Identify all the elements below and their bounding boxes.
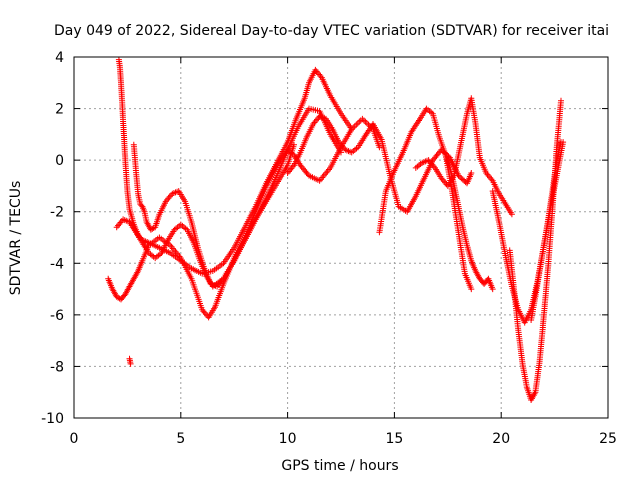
data-point [459, 176, 466, 183]
data-point [356, 118, 363, 125]
x-tick-label: 10 [279, 431, 297, 447]
y-tick-label: -8 [50, 359, 64, 375]
plot-frame [73, 56, 609, 419]
x-axis-label: GPS time / hours [281, 458, 398, 474]
data-point [362, 118, 369, 125]
data-point [456, 173, 463, 180]
data-points [105, 56, 567, 403]
data-point [351, 123, 358, 130]
data-point [489, 286, 496, 293]
y-tick-label: -10 [41, 411, 64, 427]
y-tick-label: 0 [55, 153, 64, 169]
data-point [558, 139, 564, 146]
y-tick-label: -4 [50, 256, 64, 272]
data-point [353, 121, 360, 128]
y-tick-label: 2 [55, 102, 64, 118]
axis-ticks: 0 5 10 15 20 25 -10 -8 -6 -4 -2 0 2 4 [41, 50, 617, 447]
y-axis-label: SDTVAR / TECUs [8, 181, 24, 296]
x-tick-label: 25 [599, 431, 617, 447]
chart-title: Day 049 of 2022, Sidereal Day-to-day VTE… [54, 23, 609, 39]
data-point [468, 170, 475, 176]
y-tick-label: -6 [50, 308, 64, 324]
x-tick-label: 0 [70, 431, 79, 447]
data-point [348, 126, 355, 133]
data-point [468, 286, 475, 293]
x-tick-label: 20 [492, 431, 510, 447]
data-point [354, 120, 361, 127]
data-point [113, 224, 120, 231]
data-point [291, 141, 297, 148]
x-tick-label: 5 [176, 431, 185, 447]
data-point [360, 117, 367, 124]
x-tick-label: 15 [385, 431, 403, 447]
data-point [558, 97, 564, 104]
y-tick-label: -2 [50, 205, 64, 221]
data-point [338, 149, 344, 156]
data-point [376, 144, 383, 151]
data-point [508, 211, 515, 218]
data-point [127, 360, 134, 367]
y-tick-label: 4 [55, 50, 64, 66]
